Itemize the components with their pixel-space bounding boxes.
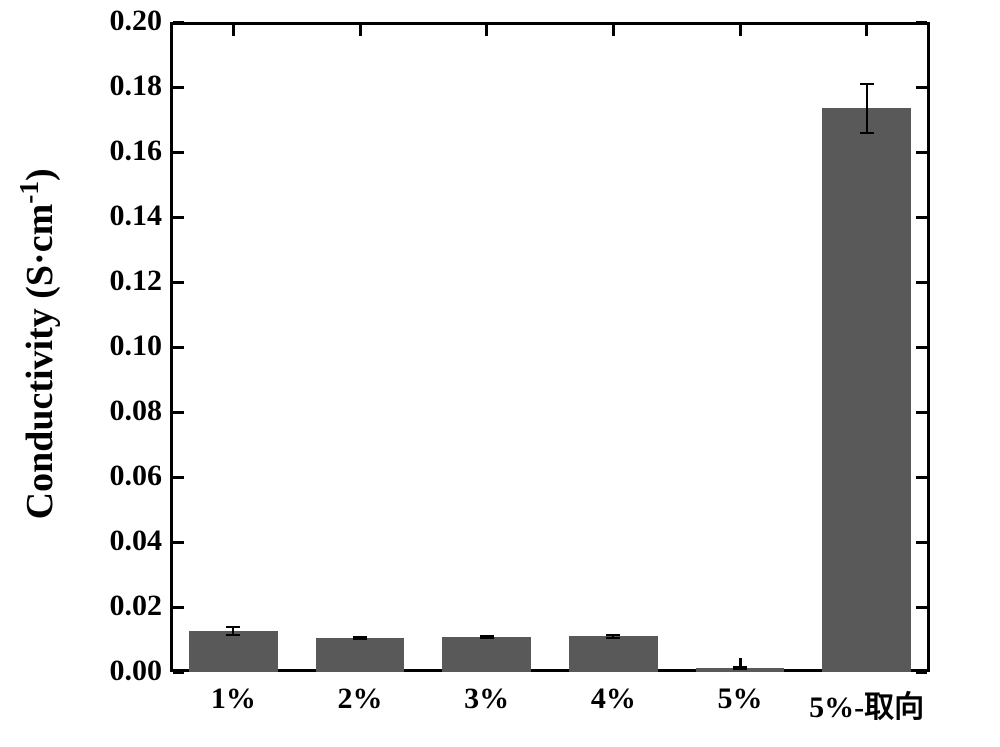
y-tick xyxy=(916,346,927,349)
bar xyxy=(569,636,658,672)
error-cap xyxy=(480,637,494,639)
y-tick-label: 0.08 xyxy=(72,394,162,428)
y-tick xyxy=(173,151,184,154)
error-cap xyxy=(860,83,874,85)
y-axis-title: Conductivity (S·cm-1) xyxy=(14,19,62,669)
error-cap xyxy=(226,634,240,636)
x-tick xyxy=(612,25,615,36)
y-tick xyxy=(916,151,927,154)
bar xyxy=(822,108,911,672)
bar xyxy=(442,637,531,672)
y-tick xyxy=(916,21,927,24)
y-tick xyxy=(173,411,184,414)
y-tick xyxy=(173,476,184,479)
y-tick xyxy=(916,86,927,89)
x-tick xyxy=(232,25,235,36)
y-tick-label: 0.04 xyxy=(72,524,162,558)
error-cap xyxy=(860,132,874,134)
y-tick xyxy=(916,216,927,219)
x-tick xyxy=(739,25,742,36)
y-tick xyxy=(916,541,927,544)
y-tick xyxy=(916,411,927,414)
y-tick xyxy=(173,671,184,674)
y-tick-label: 0.06 xyxy=(72,459,162,493)
conductivity-bar-chart: Conductivity (S·cm-1) 0.000.020.040.060.… xyxy=(0,0,1000,747)
y-tick-label: 0.20 xyxy=(72,4,162,38)
bar xyxy=(189,631,278,672)
x-tick xyxy=(485,25,488,36)
y-tick-label: 0.12 xyxy=(72,264,162,298)
y-tick xyxy=(916,606,927,609)
y-tick xyxy=(173,606,184,609)
y-tick xyxy=(173,21,184,24)
error-cap xyxy=(606,637,620,639)
y-tick xyxy=(916,476,927,479)
error-cap xyxy=(353,638,367,640)
plot-area xyxy=(170,22,930,672)
bar xyxy=(316,638,405,672)
y-tick xyxy=(173,346,184,349)
y-tick xyxy=(173,541,184,544)
y-tick-label: 0.18 xyxy=(72,69,162,103)
x-tick xyxy=(359,25,362,36)
y-tick xyxy=(173,281,184,284)
y-tick-label: 0.02 xyxy=(72,589,162,623)
y-tick xyxy=(173,216,184,219)
y-tick xyxy=(916,671,927,674)
y-tick xyxy=(916,281,927,284)
error-bar xyxy=(866,84,868,133)
x-tick-label: 5%-取向 xyxy=(777,682,957,726)
y-tick xyxy=(173,86,184,89)
y-tick-label: 0.14 xyxy=(72,199,162,233)
error-cap xyxy=(226,626,240,628)
x-tick xyxy=(865,25,868,36)
error-cap xyxy=(733,668,747,670)
y-tick-label: 0.16 xyxy=(72,134,162,168)
y-tick-label: 0.10 xyxy=(72,329,162,363)
